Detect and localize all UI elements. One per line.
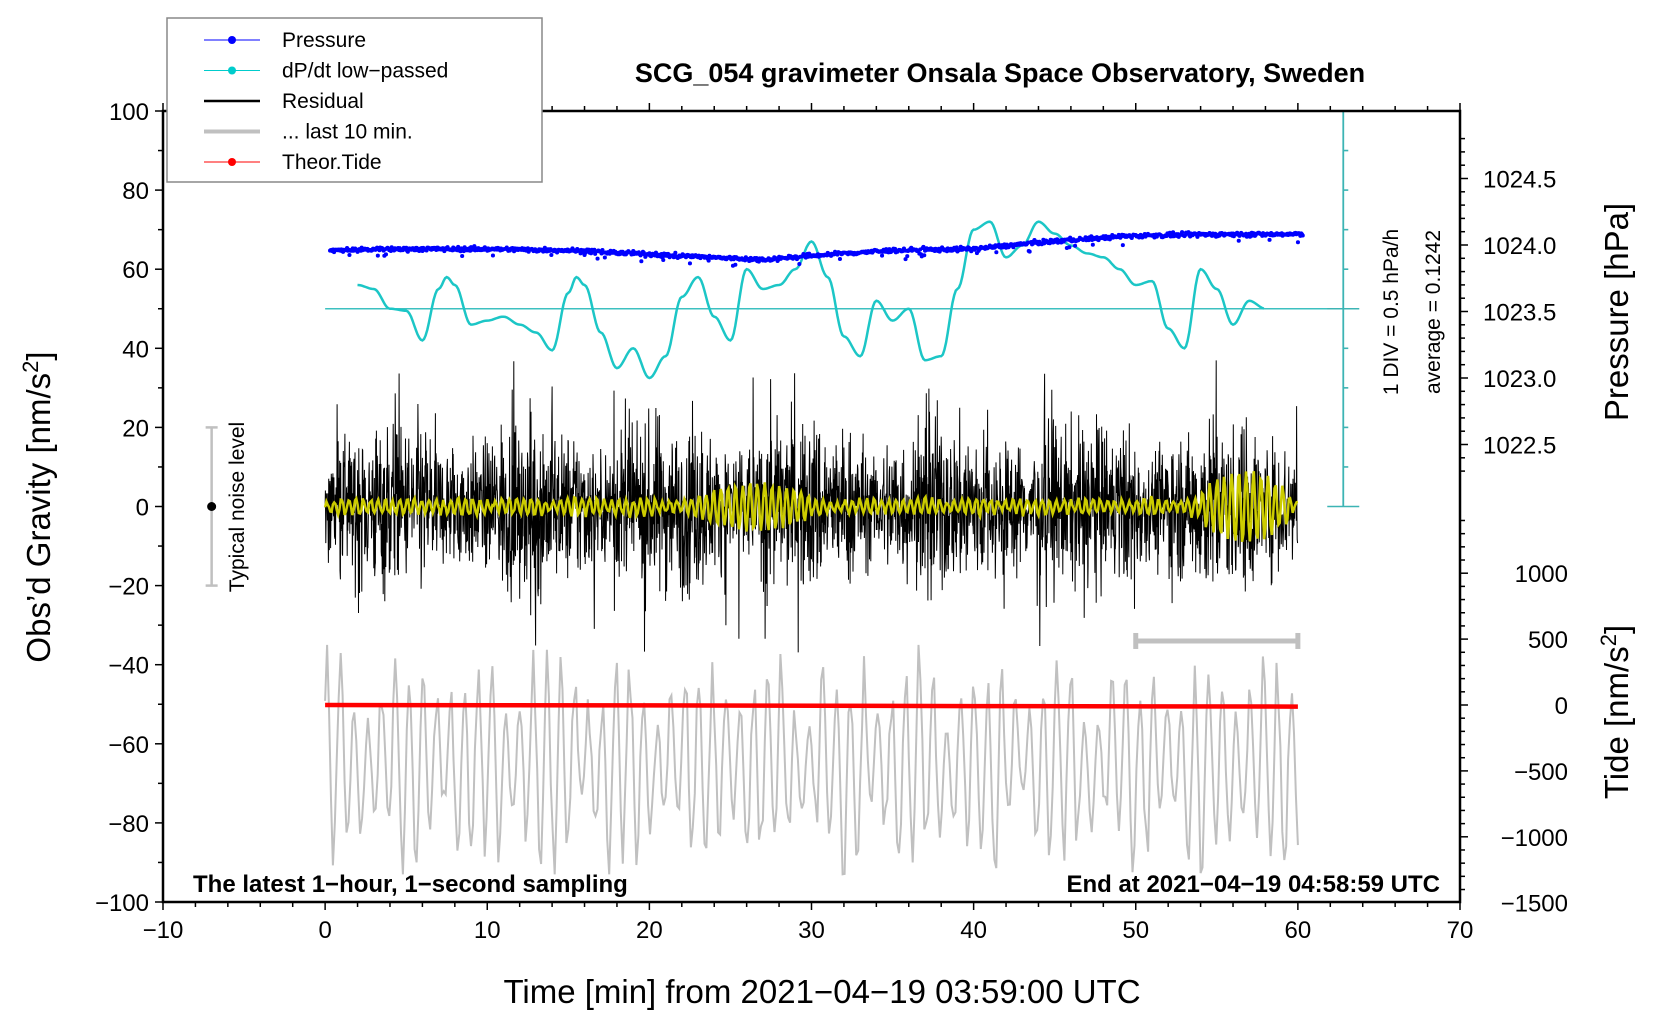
legend-item: Residual (204, 90, 364, 113)
annotation-end-time: End at 2021−04−19 04:58:59 UTC (1066, 871, 1440, 898)
last-10-min-series (324, 644, 1299, 876)
x-tick-label: 0 (318, 917, 331, 944)
annotation-sampling: The latest 1−hour, 1−second sampling (193, 871, 628, 898)
reference-bars (205, 426, 1301, 649)
y-tick-label-left: −80 (108, 811, 149, 838)
legend-marker-icon (228, 36, 236, 44)
tick-labels: −10 0 10 20 30 40 50 60 70100806040200−20−40−60−… (95, 99, 1568, 944)
legend-marker-icon (228, 66, 236, 75)
x-tick-label: 20 (636, 917, 663, 944)
legend-marker-icon (228, 158, 236, 166)
dpdt-series (325, 220, 1355, 380)
x-tick-label: 10 (474, 917, 501, 944)
y-tick-label-left: 20 (122, 415, 149, 442)
y-tick-label-left: 80 (122, 178, 149, 205)
annotation-dpdt-scale: 1 DIV = 0.5 hPa/h (1380, 229, 1403, 395)
x-tick-label: 40 (960, 917, 987, 944)
annotation-dpdt-average: average = 0.1242 (1422, 230, 1445, 394)
last-10-min-line (324, 644, 1299, 876)
x-axis-title: Time [min] from 2021−04−19 03:59:00 UTC (503, 973, 1140, 1010)
residual-lowpass-line (323, 471, 1299, 543)
y-axis-left-title: Obs’d Gravity [nm/s2] (18, 351, 57, 662)
legend-item: Pressure (204, 29, 366, 52)
theor-tide-line (325, 702, 1298, 709)
dpdt-scale-bar (1327, 110, 1360, 508)
y-axis-tide-title: Tide [nm/s2] (1596, 625, 1635, 799)
y-tick-label-pressure: 1024.5 (1483, 167, 1556, 194)
chart-title: SCG_054 gravimeter Onsala Space Observat… (635, 58, 1365, 88)
x-tick-label: −10 (143, 917, 184, 944)
pressure-series (328, 230, 1305, 268)
legend-label: Pressure (282, 29, 366, 52)
y-axis-pressure-title: Pressure [hPa] (1598, 203, 1635, 421)
y-tick-label-pressure: 1023.0 (1483, 366, 1556, 393)
y-tick-label-left: 40 (122, 336, 149, 363)
y-tick-label-left: −40 (108, 653, 149, 680)
y-tick-label-pressure: 1024.0 (1483, 233, 1556, 260)
y-tick-label-tide: 0 (1555, 693, 1568, 720)
y-tick-label-pressure: 1023.5 (1483, 300, 1556, 327)
legend-item: dP/dt low−passed (204, 60, 448, 83)
y-tick-label-left: −20 (108, 574, 149, 601)
residual-lowpass-series (323, 471, 1299, 543)
y-tick-label-left: −100 (95, 890, 149, 917)
x-tick-label: 60 (1285, 917, 1312, 944)
legend-label: ... last 10 min. (282, 121, 413, 144)
y-tick-label-tide: −1000 (1501, 825, 1568, 852)
annotation-noise-level: Typical noise level (226, 422, 249, 592)
x-tick-label: 30 (798, 917, 825, 944)
x-tick-label: 70 (1447, 917, 1474, 944)
y-tick-label-left: 0 (136, 495, 149, 522)
noise-bar-center (207, 502, 217, 511)
y-tick-label-tide: 500 (1528, 627, 1568, 654)
legend-item: ... last 10 min. (204, 121, 413, 144)
legend-item: Theor.Tide (204, 151, 382, 174)
legend: Pressure dP/dt low−passed Residual ... last… (166, 17, 543, 183)
y-tick-label-left: −60 (108, 732, 149, 759)
theor-tide-series (325, 702, 1298, 709)
y-tick-label-left: 60 (122, 257, 149, 284)
y-tick-label-tide: −1500 (1501, 891, 1568, 918)
legend-label: Residual (282, 90, 364, 113)
y-tick-label-tide: 1000 (1515, 561, 1568, 588)
legend-label: dP/dt low−passed (282, 60, 448, 83)
y-tick-label-left: 100 (109, 99, 149, 126)
y-tick-label-tide: −500 (1514, 759, 1568, 786)
x-tick-label: 50 (1122, 917, 1149, 944)
dpdt-line (357, 220, 1265, 380)
y-tick-label-pressure: 1022.5 (1483, 433, 1556, 460)
legend-label: Theor.Tide (282, 151, 382, 174)
pressure-points (328, 230, 1305, 268)
